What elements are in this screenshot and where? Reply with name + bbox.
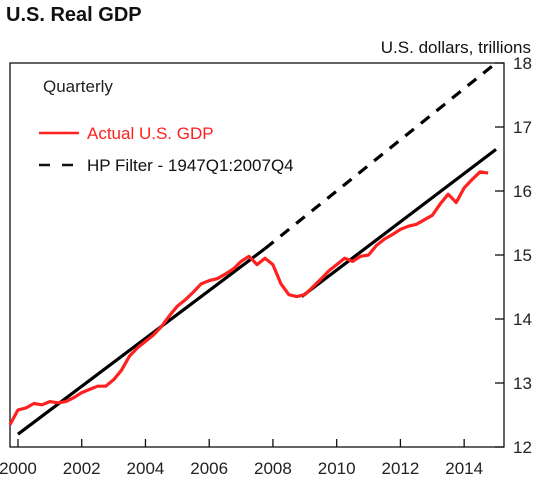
y-axis-unit-label: U.S. dollars, trillions: [380, 38, 531, 57]
y-tick-label: 14: [513, 310, 532, 329]
y-tick-label: 18: [513, 54, 532, 73]
x-tick-label: 2000: [0, 459, 37, 478]
y-tick-label: 12: [513, 438, 532, 457]
y-tick-label: 17: [513, 118, 532, 137]
x-tick-label: 2008: [254, 459, 292, 478]
hp-filter-trend-segment-1: [17, 247, 266, 436]
x-tick-label: 2014: [445, 459, 483, 478]
legend-label-hp-filter: HP Filter - 1947Q1:2007Q4: [87, 156, 294, 175]
axis-ticks: 2000 2002 2004 2006 2008 2010 2012 2014 12 13 14 15…: [0, 54, 532, 478]
actual-gdp-line: [8, 170, 489, 426]
legend-frequency-note: Quarterly: [43, 77, 113, 96]
y-tick-label: 16: [513, 182, 532, 201]
legend-label-actual: Actual U.S. GDP: [87, 124, 214, 143]
hp-filter-trend-segment-2: [263, 61, 498, 250]
hp-filter-trend-segment-3: [300, 148, 497, 298]
x-tick-label: 2010: [318, 459, 356, 478]
chart-title: U.S. Real GDP: [6, 4, 142, 26]
y-tick-label: 13: [513, 374, 532, 393]
y-tick-label: 15: [513, 246, 532, 265]
x-tick-label: 2002: [63, 459, 101, 478]
x-tick-label: 2006: [190, 459, 228, 478]
legend: Quarterly Actual U.S. GDP HP Filter - 19…: [39, 77, 294, 175]
x-tick-label: 2012: [382, 459, 420, 478]
x-tick-label: 2004: [127, 459, 165, 478]
series-layer: [8, 61, 498, 436]
